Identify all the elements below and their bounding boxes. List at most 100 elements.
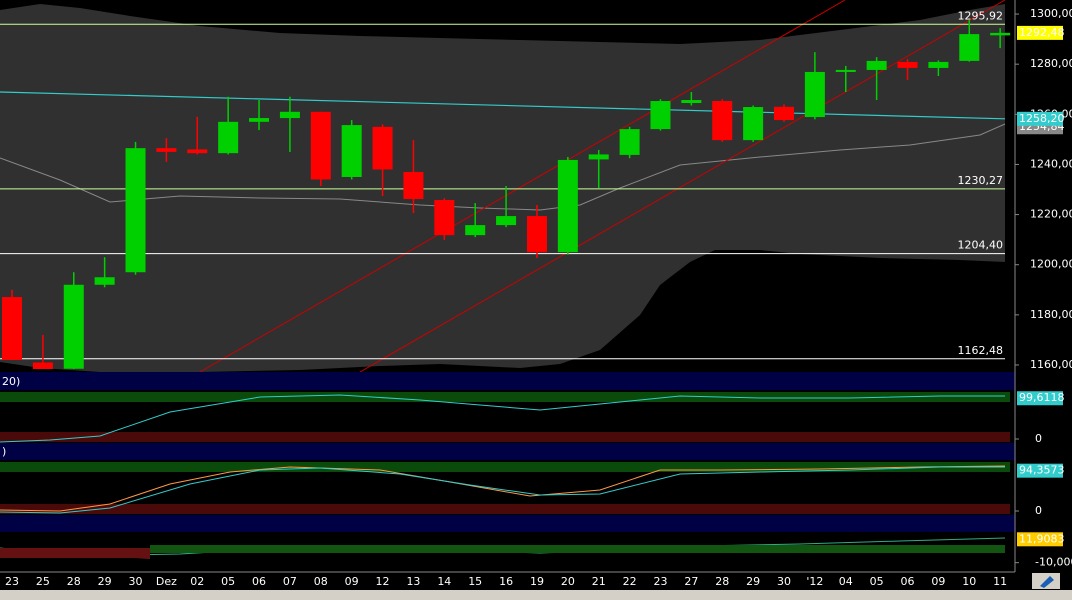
y-tick-label: 1280,00 bbox=[1030, 57, 1072, 70]
candle-body bbox=[2, 297, 22, 360]
x-tick-label: 19 bbox=[530, 575, 544, 588]
x-tick-label: 11 bbox=[993, 575, 1007, 588]
x-axis bbox=[0, 572, 1072, 590]
candle-body bbox=[218, 121, 239, 154]
panel-last-box bbox=[1017, 391, 1063, 406]
last-price-label: 1292,48 bbox=[1019, 26, 1065, 39]
tool-icon bbox=[1040, 576, 1054, 588]
x-tick-label: 23 bbox=[653, 575, 667, 588]
ma-line bbox=[0, 91, 1006, 120]
candle-body bbox=[341, 125, 362, 177]
x-tick-label: 04 bbox=[839, 575, 853, 588]
candle-body bbox=[187, 149, 208, 154]
panel-last-box bbox=[1017, 463, 1063, 478]
y-tick-label: 1240,00 bbox=[1030, 157, 1072, 170]
y-tick-label: 1160,00 bbox=[1030, 358, 1072, 371]
x-tick-label: 10 bbox=[962, 575, 976, 588]
x-tick-label: 14 bbox=[437, 575, 451, 588]
x-tick-label: 30 bbox=[777, 575, 791, 588]
band-mid bbox=[0, 123, 1006, 211]
panel-tick-label: 0 bbox=[1035, 432, 1042, 445]
level-label: 1230,27 bbox=[958, 174, 1004, 187]
x-tick-label: '12 bbox=[806, 575, 823, 588]
band bbox=[0, 4, 1005, 372]
histogram bbox=[0, 548, 150, 558]
ma-label: 1258,20 bbox=[1019, 112, 1065, 125]
panel-last-label: 11,9083 bbox=[1019, 532, 1065, 545]
indicator-line bbox=[0, 466, 1005, 514]
y-tick-label: 1180,00 bbox=[1030, 308, 1072, 321]
candle-body bbox=[650, 101, 671, 130]
x-tick-label: 27 bbox=[684, 575, 698, 588]
candle-body bbox=[990, 32, 1011, 36]
candle-body bbox=[681, 100, 702, 104]
level-label: 1162,48 bbox=[958, 344, 1004, 357]
panel-tick-label: -10,0000 bbox=[1035, 556, 1072, 569]
zone-low bbox=[0, 504, 1010, 514]
panel-title: 20) bbox=[2, 375, 20, 388]
panel-last-label: 94,3573 bbox=[1019, 464, 1065, 477]
x-tick-label: 08 bbox=[314, 575, 328, 588]
x-tick-label: 06 bbox=[901, 575, 915, 588]
candle-body bbox=[94, 277, 115, 285]
x-tick-label: 28 bbox=[67, 575, 81, 588]
zone-high bbox=[0, 392, 1010, 402]
candle-body bbox=[465, 225, 486, 236]
candle-body bbox=[588, 154, 609, 160]
candle-body bbox=[928, 61, 949, 68]
candle-body bbox=[125, 148, 146, 273]
candle-body bbox=[866, 60, 887, 70]
x-tick-label: 05 bbox=[221, 575, 235, 588]
separator bbox=[0, 443, 1015, 460]
separator bbox=[0, 515, 1015, 532]
candle-body bbox=[63, 284, 84, 369]
y-tick-label: 1300,00 bbox=[1030, 7, 1072, 20]
separator bbox=[0, 372, 1015, 390]
x-tick-label: 22 bbox=[623, 575, 637, 588]
panel-title: ) bbox=[2, 445, 6, 458]
x-tick-label: 21 bbox=[592, 575, 606, 588]
panel-last-box bbox=[1017, 532, 1063, 547]
panel-last-label: 99,6118 bbox=[1019, 391, 1065, 404]
level-label: 1204,40 bbox=[958, 239, 1004, 252]
x-tick-label: 12 bbox=[376, 575, 390, 588]
candle-body bbox=[959, 34, 980, 61]
x-tick-label: 29 bbox=[98, 575, 112, 588]
y-tick-label: 1200,00 bbox=[1030, 258, 1072, 271]
main-plot: 1295,92 1230,27 1204,40 1162,48 bbox=[0, 9, 1011, 369]
candle-body bbox=[279, 111, 300, 119]
status-bar bbox=[0, 590, 1072, 600]
indicator-line bbox=[0, 394, 1005, 443]
x-tick-label: Dez bbox=[156, 575, 177, 588]
x-tick-label: 25 bbox=[36, 575, 50, 588]
last-price-box bbox=[1017, 25, 1063, 40]
candle-body bbox=[249, 118, 270, 122]
candle-body bbox=[403, 171, 424, 200]
candle-body bbox=[774, 106, 794, 121]
candle-body bbox=[526, 216, 547, 253]
x-tick-label: 02 bbox=[190, 575, 204, 588]
x-tick-label: 16 bbox=[499, 575, 513, 588]
x-tick-label: 09 bbox=[931, 575, 945, 588]
candle-body bbox=[32, 362, 53, 369]
candle-body bbox=[835, 69, 856, 72]
x-tick-label: 30 bbox=[129, 575, 143, 588]
candle-body bbox=[897, 61, 918, 68]
x-tick-label: 29 bbox=[746, 575, 760, 588]
x-tick-label: 20 bbox=[561, 575, 575, 588]
y-tick-label: 1220,00 bbox=[1030, 208, 1072, 221]
x-tick-label: 23 bbox=[5, 575, 19, 588]
zone-low bbox=[0, 432, 1010, 442]
x-tick-label: 13 bbox=[406, 575, 420, 588]
candle-body bbox=[619, 129, 640, 155]
candle-body bbox=[156, 148, 177, 152]
candle-body bbox=[496, 216, 517, 226]
candle-body bbox=[743, 107, 764, 141]
candle-body bbox=[434, 200, 455, 236]
x-tick-label: 05 bbox=[870, 575, 884, 588]
panel-tick-label: 0 bbox=[1035, 504, 1042, 517]
x-tick-label: 06 bbox=[252, 575, 266, 588]
zone-high bbox=[0, 462, 1010, 472]
x-tick-label: 07 bbox=[283, 575, 297, 588]
